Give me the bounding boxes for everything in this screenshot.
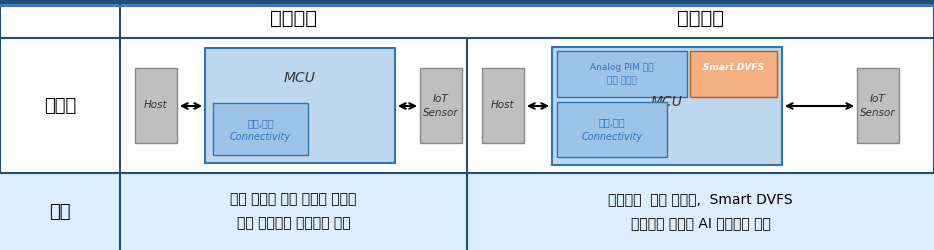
Bar <box>135 68 177 143</box>
Text: Host: Host <box>144 100 168 110</box>
Text: 특성: 특성 <box>50 202 71 220</box>
Text: Smart DVFS: Smart DVFS <box>703 64 764 72</box>
Text: 인공 신경망: 인공 신경망 <box>607 76 637 86</box>
Text: 전력 소모로 인해 모바일 기기에: 전력 소모로 인해 모바일 기기에 <box>231 192 357 206</box>
Text: IoT: IoT <box>870 94 885 104</box>
Text: 초저전력  인공 신경망,  Smart DVFS: 초저전력 인공 신경망, Smart DVFS <box>608 192 793 206</box>
Bar <box>557 51 687 97</box>
Text: Sensor: Sensor <box>423 108 459 118</box>
Text: Sensor: Sensor <box>860 108 896 118</box>
Text: 제안기술: 제안기술 <box>677 8 724 28</box>
Bar <box>0 173 934 250</box>
Text: Connectivity: Connectivity <box>582 132 643 142</box>
Text: MCU: MCU <box>284 71 316 85</box>
Text: 적용으로 실시간 AI 신호처리 가능: 적용으로 실시간 AI 신호처리 가능 <box>630 216 771 230</box>
Text: Connectivity: Connectivity <box>230 132 291 142</box>
Text: Host: Host <box>491 100 515 110</box>
Bar <box>213 103 308 155</box>
Text: 인공 신경망을 적용하지 못함: 인공 신경망을 적용하지 못함 <box>236 216 350 230</box>
Bar <box>205 48 395 163</box>
Bar <box>482 68 524 143</box>
Text: 유선,무선: 유선,무선 <box>599 118 625 128</box>
Bar <box>420 68 462 143</box>
Bar <box>857 68 899 143</box>
Text: 개념도: 개념도 <box>44 96 77 114</box>
Text: Analog PIM 기반: Analog PIM 기반 <box>590 62 654 72</box>
Bar <box>552 47 782 165</box>
Text: 기존기술: 기존기술 <box>270 8 317 28</box>
Text: IoT: IoT <box>433 94 449 104</box>
Text: 유선,무선: 유선,무선 <box>248 118 274 128</box>
Text: MCU: MCU <box>651 94 683 108</box>
Bar <box>557 102 667 157</box>
Bar <box>690 51 777 97</box>
